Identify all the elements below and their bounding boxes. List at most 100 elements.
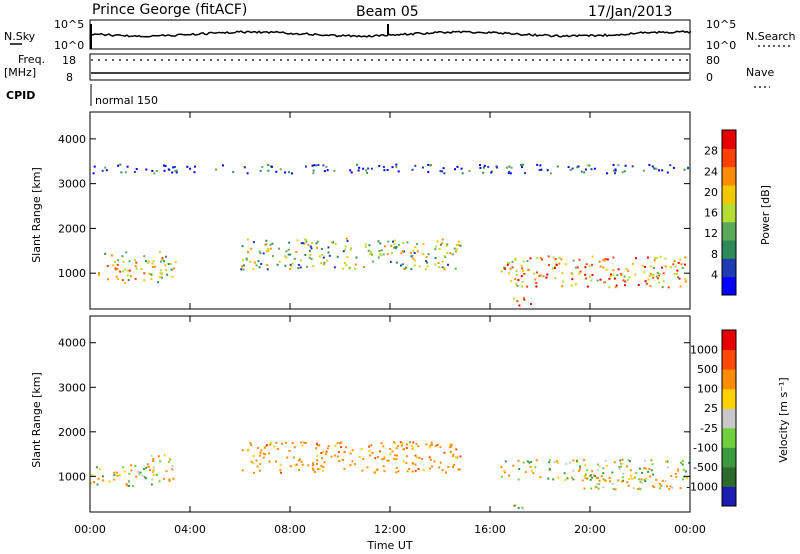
- data-cell: [381, 458, 384, 461]
- data-cell: [252, 241, 255, 244]
- data-cell: [358, 166, 361, 169]
- data-cell: [562, 280, 564, 283]
- data-cell: [510, 280, 513, 283]
- data-cell: [633, 476, 636, 479]
- data-cell: [105, 169, 108, 172]
- data-cell: [371, 451, 374, 454]
- data-cell: [312, 265, 315, 267]
- data-cell: [323, 461, 326, 464]
- data-cell: [461, 172, 464, 175]
- data-cell: [259, 463, 262, 466]
- data-cell: [321, 457, 323, 460]
- data-cell: [266, 163, 269, 166]
- data-cell: [429, 444, 432, 447]
- data-cell: [436, 443, 439, 446]
- data-cell: [426, 265, 429, 268]
- data-cell: [370, 444, 373, 447]
- colorbar-tick-label: 25: [704, 402, 718, 415]
- data-cell: [597, 487, 600, 490]
- data-cell: [622, 479, 625, 482]
- data-cell: [591, 476, 594, 479]
- data-cell: [523, 272, 526, 275]
- data-cell: [350, 171, 353, 174]
- data-cell: [422, 253, 425, 255]
- data-cell: [443, 451, 446, 454]
- data-cell: [130, 469, 133, 472]
- data-cell: [449, 446, 452, 449]
- data-cell: [557, 476, 560, 479]
- data-cell: [346, 256, 349, 259]
- data-cell: [338, 451, 340, 454]
- data-cell: [617, 268, 620, 271]
- x-tick-label: 20:00: [574, 523, 606, 536]
- data-cell: [534, 466, 537, 469]
- data-cell: [395, 447, 398, 450]
- data-cell: [249, 442, 252, 445]
- data-cell: [242, 268, 245, 271]
- data-cell: [327, 445, 330, 448]
- data-cell: [614, 172, 616, 175]
- station-title: Prince George (fitACF): [92, 2, 247, 18]
- data-cell: [168, 478, 171, 481]
- data-cell: [128, 472, 131, 475]
- data-cell: [584, 273, 587, 276]
- data-cell: [116, 474, 119, 477]
- data-cell: [586, 164, 589, 167]
- data-cell: [606, 172, 609, 175]
- data-cell: [353, 463, 356, 466]
- data-cell: [517, 507, 520, 510]
- data-cell: [653, 259, 656, 262]
- data-cell: [634, 273, 637, 276]
- data-cell: [333, 454, 336, 457]
- data-cell: [418, 456, 421, 459]
- data-cell: [456, 248, 459, 251]
- x-tick-label: 08:00: [274, 523, 306, 536]
- data-cell: [539, 476, 542, 479]
- data-cell: [655, 257, 658, 259]
- data-cell: [612, 256, 615, 259]
- data-cell: [145, 168, 148, 171]
- data-cell: [518, 468, 521, 470]
- data-cell: [354, 263, 357, 266]
- data-cell: [313, 471, 316, 473]
- data-cell: [604, 459, 607, 462]
- data-cell: [602, 266, 605, 269]
- data-cell: [387, 240, 390, 243]
- data-cell: [628, 477, 631, 480]
- data-cell: [141, 474, 144, 477]
- data-cell: [159, 460, 162, 463]
- data-cell: [558, 256, 561, 259]
- data-cell: [261, 165, 264, 168]
- data-cell: [626, 481, 629, 484]
- data-cell: [364, 246, 367, 249]
- data-cell: [161, 273, 163, 276]
- data-cell: [455, 456, 457, 459]
- data-cell: [449, 450, 452, 453]
- data-cell: [414, 463, 417, 466]
- data-cell: [435, 245, 438, 248]
- data-cell: [552, 478, 555, 481]
- data-cell: [382, 445, 385, 448]
- data-cell: [669, 164, 672, 167]
- data-cell: [529, 465, 532, 468]
- nave-tick-high: 80: [706, 54, 720, 67]
- data-cell: [172, 477, 175, 480]
- data-cell: [312, 469, 315, 472]
- data-cell: [102, 475, 104, 478]
- data-cell: [413, 264, 416, 267]
- data-cell: [459, 468, 462, 471]
- data-cell: [340, 446, 343, 448]
- data-cell: [409, 441, 411, 444]
- data-cell: [556, 461, 559, 464]
- data-cell: [395, 458, 398, 461]
- data-cell: [647, 470, 650, 473]
- data-cell: [616, 274, 619, 277]
- data-cell: [266, 268, 269, 271]
- data-cell: [256, 465, 259, 468]
- data-cell: [408, 468, 411, 470]
- data-cell: [241, 265, 243, 268]
- data-cell: [312, 169, 315, 172]
- data-cell: [117, 164, 120, 167]
- data-cell: [344, 245, 347, 248]
- nsearch-tick-high: 10^5: [706, 18, 736, 31]
